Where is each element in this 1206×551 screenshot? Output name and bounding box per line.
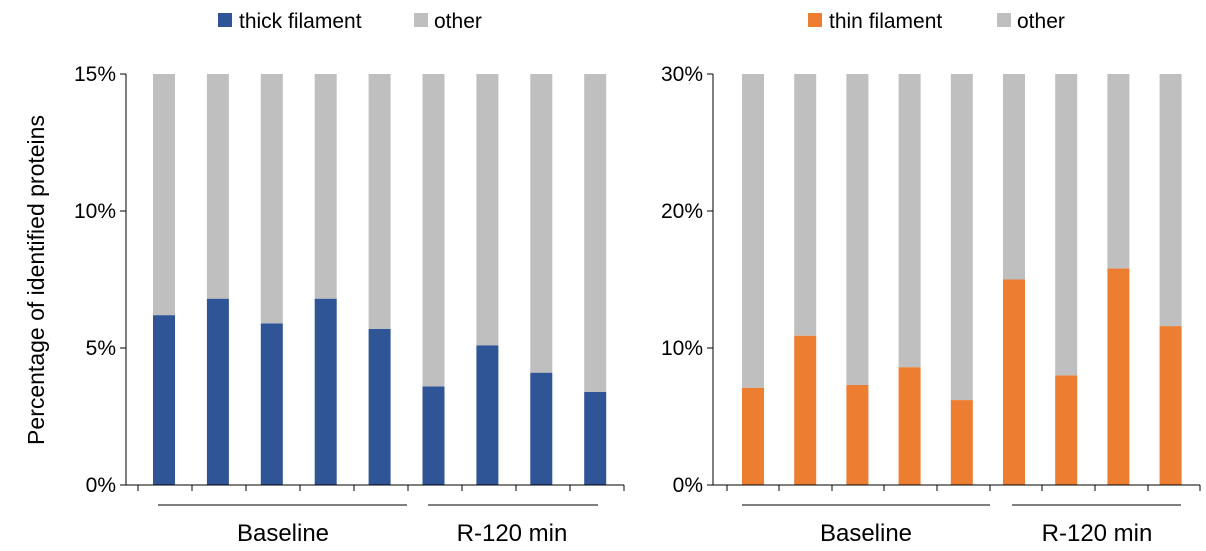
y-tick-label: 0%	[86, 474, 116, 497]
bar-other-9	[1159, 74, 1182, 327]
bar-other-5	[368, 74, 391, 329]
legend-swatch-other	[414, 13, 428, 27]
bar-other-6	[422, 74, 445, 387]
bar-thin-filament-6	[1003, 279, 1025, 485]
bar-thin-filament-7	[1055, 375, 1078, 485]
bar-thick-filament-6	[422, 386, 445, 485]
bar-thick-filament-1	[153, 315, 175, 485]
y-tick-label: 0%	[673, 474, 703, 497]
bar-other-3	[846, 74, 869, 385]
y-tick-label: 10%	[661, 337, 703, 360]
bar-other-4	[314, 74, 337, 299]
bar-other-1	[742, 74, 764, 388]
y-tick-label: 5%	[86, 337, 116, 360]
y-tick-label: 10%	[74, 200, 116, 223]
group-label-baseline: Baseline	[237, 520, 329, 547]
bar-other-2	[206, 74, 229, 299]
bar-other-4	[898, 74, 921, 368]
bar-thin-filament-8	[1107, 268, 1130, 485]
bar-thick-filament-7	[476, 345, 499, 485]
bar-thin-filament-3	[846, 384, 869, 485]
bar-thin-filament-9	[1159, 326, 1182, 485]
bar-thin-filament-1	[742, 387, 764, 485]
legend-label-thin-filament: thin filament	[829, 10, 942, 33]
legend-swatch-thick-filament	[218, 13, 232, 27]
legend-swatch-other	[997, 13, 1011, 27]
y-tick-label: 30%	[661, 63, 703, 86]
bar-thin-filament-5	[950, 400, 973, 485]
y-tick-label: 20%	[661, 200, 703, 223]
bar-thick-filament-3	[260, 323, 283, 485]
legend-label-thick-filament: thick filament	[239, 10, 362, 33]
legend-label-other: other	[434, 10, 482, 33]
bar-thick-filament-2	[206, 298, 229, 485]
bar-thin-filament-4	[898, 367, 921, 485]
bar-other-7	[1055, 74, 1078, 376]
bar-other-7	[476, 74, 499, 346]
bar-thick-filament-8	[530, 372, 553, 485]
group-label-r-120-min: R-120 min	[1042, 520, 1153, 547]
bar-other-5	[950, 74, 973, 401]
y-tick-label: 15%	[74, 63, 116, 86]
bar-other-6	[1003, 74, 1025, 280]
bar-thick-filament-4	[314, 298, 337, 485]
group-label-r-120-min: R-120 min	[457, 520, 568, 547]
bar-other-3	[260, 74, 283, 324]
bar-thick-filament-5	[368, 328, 391, 485]
bar-other-1	[153, 74, 175, 316]
bar-other-8	[530, 74, 553, 373]
bar-other-2	[794, 74, 817, 336]
legend-label-other: other	[1017, 10, 1065, 33]
bar-other-8	[1107, 74, 1130, 269]
bar-thin-filament-2	[794, 335, 817, 485]
legend-swatch-thin-filament	[808, 13, 822, 27]
bar-other-9	[584, 74, 607, 392]
y-axis-title: Percentage of identified proteins	[23, 115, 49, 445]
group-label-baseline: Baseline	[820, 520, 912, 547]
bar-thick-filament-9	[584, 391, 607, 485]
